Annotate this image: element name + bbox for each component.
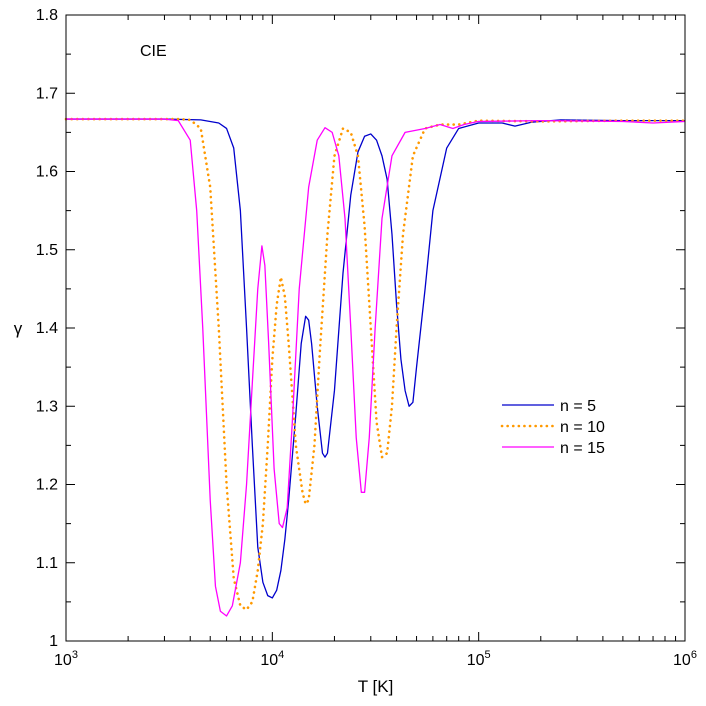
plot-lines (64, 117, 687, 617)
y-tick-label: 1.3 (36, 398, 58, 415)
series-line-2 (64, 117, 687, 611)
y-axis-label: γ (14, 319, 23, 338)
x-tick-label: 104 (260, 649, 284, 669)
legend: n = 5 n = 10 n = 15 (500, 398, 605, 457)
x-axis-label: T [K] (358, 677, 394, 696)
legend-label-2: n = 10 (560, 419, 605, 436)
y-tick-label: 1.2 (36, 477, 58, 494)
x-tick-label: 105 (467, 649, 491, 669)
legend-label-1: n = 5 (560, 398, 596, 415)
y-tick-label: 1.4 (36, 320, 58, 337)
series-line-1 (66, 118, 685, 599)
legend-label-3: n = 15 (560, 440, 605, 457)
series-line-3 (66, 118, 686, 617)
plot-frame (65, 14, 686, 642)
x-tick-label: 106 (673, 649, 697, 669)
y-tick-label: 1.5 (36, 242, 58, 259)
chart-annotation: CIE (140, 43, 167, 60)
y-tick-label: 1.1 (36, 555, 58, 572)
y-tick-label: 1.8 (36, 7, 58, 24)
y-tick-label: 1.7 (36, 85, 58, 102)
axis-ticks (65, 14, 686, 642)
tick-labels: 1 1.1 1.2 1.3 1.4 1.5 1.6 1.7 1.8 103 104 105 106 (36, 7, 697, 669)
y-tick-label: 1 (49, 633, 58, 650)
y-tick-label: 1.6 (36, 164, 58, 181)
x-tick-label: 103 (54, 649, 78, 669)
